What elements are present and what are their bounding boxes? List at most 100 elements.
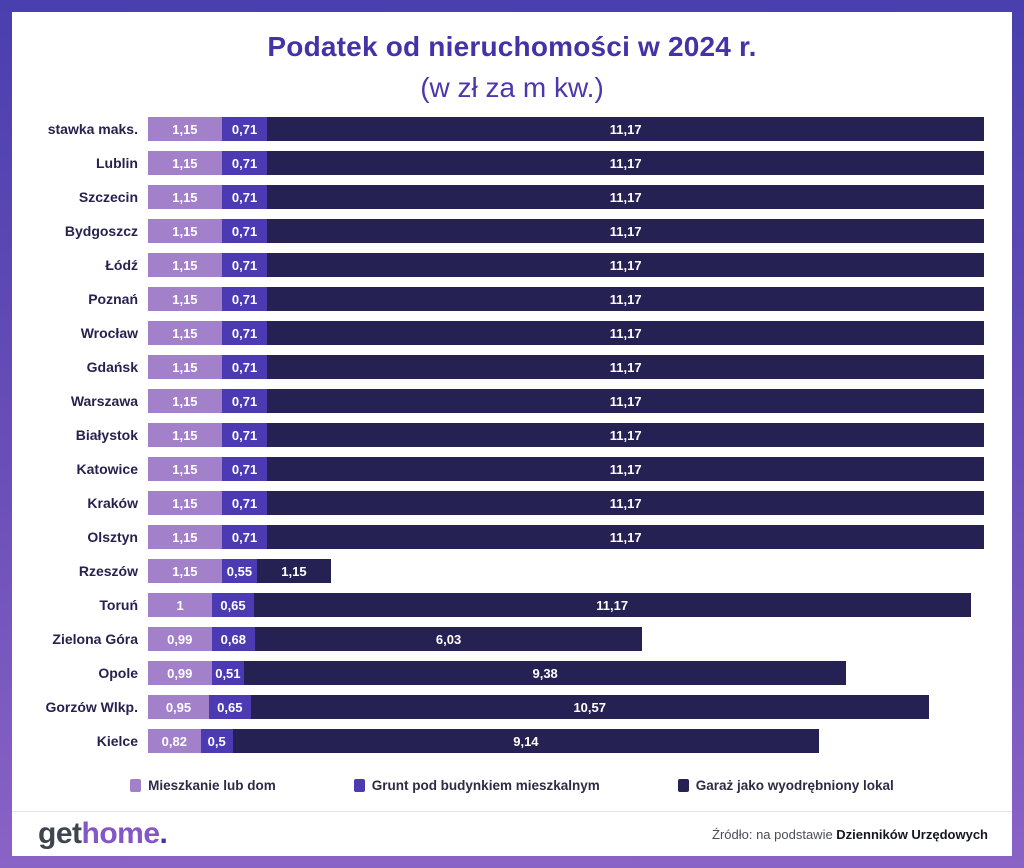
- bar-segment: 1,15: [148, 253, 222, 277]
- stacked-bar: 1,15 0,71 11,17: [148, 151, 984, 175]
- bar-value-label: 11,17: [609, 121, 642, 137]
- bar-value-label: 0,65: [217, 699, 243, 715]
- bar-value-label: 11,17: [609, 427, 642, 443]
- chart-row: Szczecin 1,15 0,71 11,17: [12, 180, 984, 214]
- chart-row: Zielona Góra 0,99 0,68 6,03: [12, 622, 984, 656]
- bar-segment: 11,17: [267, 423, 984, 447]
- bar-value-label: 1,15: [172, 223, 198, 239]
- bar-segment: 1,15: [148, 355, 222, 379]
- stacked-bar: 1,15 0,71 11,17: [148, 219, 984, 243]
- category-label: Łódź: [105, 257, 138, 273]
- bar-segment: 0,65: [208, 695, 251, 719]
- bar-value-label: 1,15: [172, 529, 198, 545]
- stacked-bar: 0,99 0,51 9,38: [148, 661, 984, 685]
- stacked-bar: 1,15 0,55 1,15: [148, 559, 984, 583]
- bar-value-label: 11,17: [609, 393, 642, 409]
- footer: gethome. Źródło: na podstawie Dzienników…: [12, 812, 1012, 856]
- bar-value-label: 0,71: [231, 325, 258, 341]
- chart-row: Gorzów Wlkp. 0,95 0,65 10,57: [12, 690, 984, 724]
- legend-label: Garaż jako wyodrębniony lokal: [695, 778, 894, 793]
- category-label: Poznań: [88, 291, 138, 307]
- stacked-bar: 1,15 0,71 11,17: [148, 389, 984, 413]
- chart-row: Wrocław 1,15 0,71 11,17: [12, 316, 984, 350]
- chart-row: Kraków 1,15 0,71 11,17: [12, 486, 984, 520]
- chart-row: Łódź 1,15 0,71 11,17: [12, 248, 984, 282]
- chart-row: Toruń 1 0,65 11,17: [12, 588, 984, 622]
- bar-value-label: 11,17: [609, 291, 642, 307]
- bar-value-label: 0,71: [231, 393, 258, 409]
- bar-value-label: 9,14: [513, 733, 539, 749]
- bar-segment: 11,17: [267, 525, 984, 549]
- bar-value-label: 1,15: [172, 427, 198, 443]
- category-label: Kielce: [96, 733, 138, 749]
- bar-value-label: 0,71: [231, 257, 258, 273]
- category-label: stawka maks.: [47, 121, 138, 137]
- legend-item: Mieszkanie lub dom: [130, 778, 276, 793]
- stacked-bar: 1,15 0,71 11,17: [148, 117, 984, 141]
- bar-segment: 0,55: [221, 559, 258, 583]
- bar-value-label: 6,03: [435, 631, 462, 647]
- bar-segment: 1,15: [148, 491, 222, 515]
- bar-value-label: 0,71: [231, 155, 258, 171]
- bar-value-label: 0,5: [207, 733, 226, 749]
- bar-segment: 0,68: [211, 627, 256, 651]
- bar-segment: 11,17: [267, 185, 984, 209]
- bar-segment: 0,5: [200, 729, 233, 753]
- bar-value-label: 10,57: [573, 699, 606, 715]
- bar-segment: 0,71: [221, 457, 268, 481]
- bar-value-label: 1,15: [172, 563, 198, 579]
- legend-item: Garaż jako wyodrębniony lokal: [677, 778, 894, 793]
- bar-segment: 0,71: [221, 117, 268, 141]
- bar-segment: 0,71: [221, 389, 268, 413]
- category-label: Zielona Góra: [52, 631, 138, 647]
- bar-value-label: 0,71: [231, 121, 258, 137]
- chart-row: Gdańsk 1,15 0,71 11,17: [12, 350, 984, 384]
- bar-segment: 6,03: [255, 627, 643, 651]
- bar-value-label: 0,71: [231, 223, 258, 239]
- bar-value-label: 11,17: [609, 495, 642, 511]
- bar-value-label: 1,15: [172, 257, 198, 273]
- chart-row: Poznań 1,15 0,71 11,17: [12, 282, 984, 316]
- bar-segment: 1,15: [148, 321, 222, 345]
- bar-value-label: 1,15: [172, 461, 198, 477]
- legend-label: Mieszkanie lub dom: [148, 778, 276, 793]
- bar-segment: 1: [148, 593, 213, 617]
- bar-segment: 11,17: [267, 457, 984, 481]
- bar-segment: 0,71: [221, 491, 268, 515]
- bar-value-label: 11,17: [609, 257, 642, 273]
- bar-segment: 9,38: [244, 661, 847, 685]
- bar-segment: 1,15: [148, 389, 222, 413]
- logo-part-home: home: [81, 817, 161, 850]
- bar-value-label: 1,15: [281, 563, 307, 579]
- gethome-logo: gethome.: [38, 817, 168, 850]
- category-label: Katowice: [76, 461, 138, 477]
- chart-title: Podatek od nieruchomości w 2024 r.: [267, 31, 757, 62]
- category-label: Kraków: [87, 495, 138, 511]
- stacked-bar: 1,15 0,71 11,17: [148, 321, 984, 345]
- bar-segment: 0,71: [221, 151, 268, 175]
- bar-segment: 0,71: [221, 525, 268, 549]
- category-label: Szczecin: [78, 189, 138, 205]
- category-label: Olsztyn: [87, 529, 138, 545]
- infographic-canvas: Podatek od nieruchomości w 2024 r. (w zł…: [12, 12, 1012, 856]
- bar-value-label: 0,95: [165, 699, 192, 715]
- legend-swatch-icon: [677, 779, 689, 792]
- chart-legend: Mieszkanie lub dom Grunt pod budynkiem mi…: [12, 778, 1012, 793]
- legend-swatch-icon: [353, 779, 365, 792]
- bar-segment: 0,71: [221, 185, 268, 209]
- bar-value-label: 0,55: [226, 563, 253, 579]
- bar-segment: 0,95: [148, 695, 209, 719]
- bar-value-label: 1,15: [172, 155, 198, 171]
- stacked-bar: 1 0,65 11,17: [148, 593, 984, 617]
- stacked-bar: 0,82 0,5 9,14: [148, 729, 984, 753]
- stacked-bar: 1,15 0,71 11,17: [148, 423, 984, 447]
- bar-segment: 1,15: [148, 559, 222, 583]
- category-label: Lublin: [96, 155, 138, 171]
- bar-segment: 0,71: [221, 321, 268, 345]
- source-bold: Dzienników Urzędowych: [836, 826, 988, 842]
- bar-value-label: 0,71: [231, 529, 258, 545]
- bar-segment: 11,17: [267, 253, 984, 277]
- bar-value-label: 1,15: [172, 393, 198, 409]
- bar-value-label: 0,71: [231, 427, 258, 443]
